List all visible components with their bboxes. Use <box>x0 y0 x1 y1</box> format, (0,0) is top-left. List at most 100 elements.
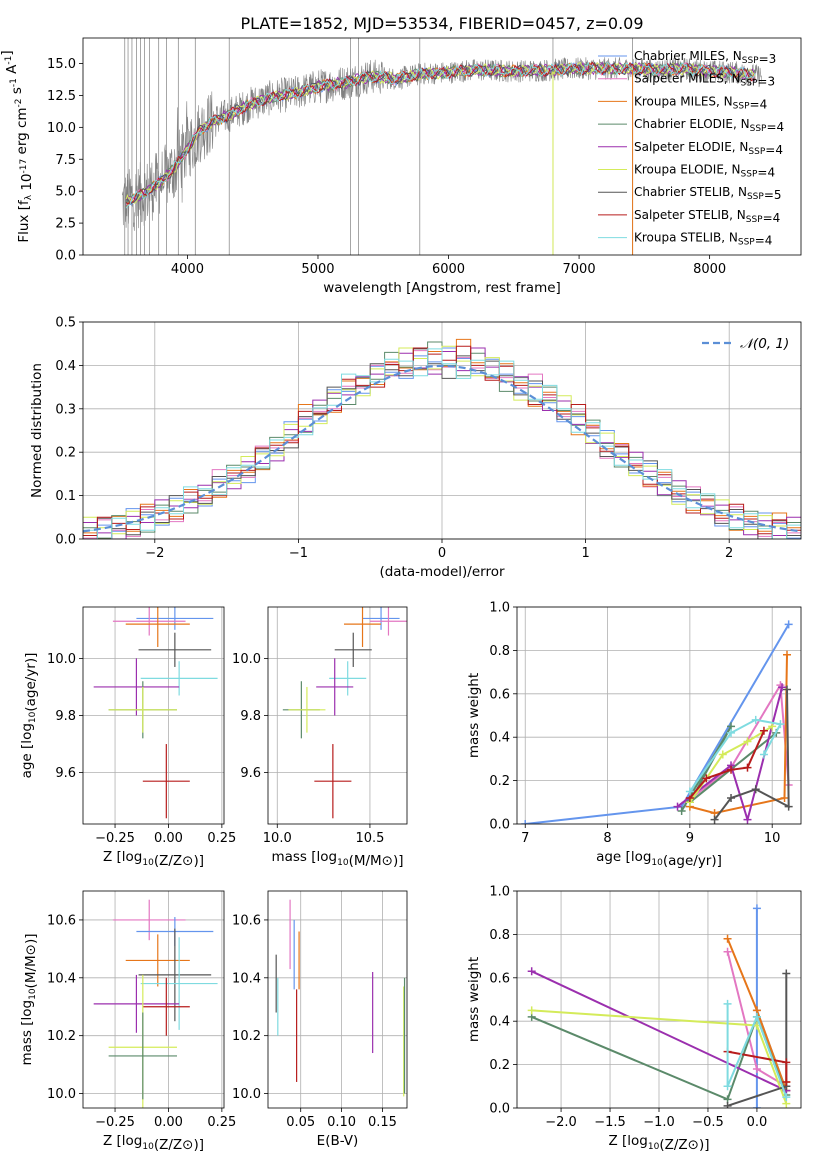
x-tick-label: 1 <box>581 546 589 561</box>
weight-line <box>685 681 790 804</box>
weight-marker <box>723 1082 732 1091</box>
y-tick-label: 5.0 <box>55 185 76 200</box>
y-tick-label: 1.0 <box>489 885 510 900</box>
weight-marker <box>521 820 530 824</box>
plot-area <box>521 620 793 824</box>
weight-marker <box>759 750 768 759</box>
errorbar-point <box>288 686 326 733</box>
weight-marker <box>752 904 761 913</box>
y-tick-label: 10.0 <box>47 1087 76 1102</box>
plot-area <box>83 338 801 539</box>
errorbar-point <box>343 607 382 647</box>
panel-spectrum: 4000 5000 6000 7000 8000 0.0 2.5 5.0 7.5 10.0 12.5… <box>0 37 802 296</box>
errorbar-point <box>140 937 218 1030</box>
panel-mass_vs_Z: −0.25 0.00 0.25 10.0 10.2 10.4 10.6 Z [log10(Z/… <box>19 890 236 1153</box>
y-tick-label: 10.2 <box>47 1029 76 1044</box>
weight-marker <box>782 1058 791 1067</box>
weight-marker <box>710 815 719 824</box>
x-tick-label: 10.5 <box>355 831 384 846</box>
weight-marker <box>782 1077 791 1086</box>
y-tick-label: 0.8 <box>489 928 510 943</box>
model-line <box>125 61 756 202</box>
weight-marker <box>677 806 686 815</box>
legend-entry: Salpeter ELODIE, NSSP=4 <box>634 140 783 157</box>
x-axis-label: wavelength [Angstrom, rest frame] <box>323 280 561 296</box>
y-tick-label: 9.8 <box>55 709 76 724</box>
x-tick-label: 0.05 <box>286 1115 315 1130</box>
weight-marker <box>527 967 536 976</box>
y-tick-label: 9.8 <box>240 709 261 724</box>
panel-weight_vs_age: 7 8 9 10 0.0 0.2 0.4 0.6 0.8 1.0 age [log10(age/yr… <box>466 601 802 869</box>
weight-marker <box>783 650 792 659</box>
y-tick-label: 10.4 <box>47 971 76 986</box>
errorbar-point <box>125 607 190 647</box>
weight-marker <box>776 720 785 729</box>
weight-marker <box>743 815 752 824</box>
plot-area <box>527 904 791 1108</box>
panel-mass_vs_ebv: 0.05 0.10 0.15 10.0 10.2 10.4 10.6 E(B-V) <box>232 890 408 1149</box>
x-axis-label: mass [log10(M/M⊙)] <box>271 849 403 869</box>
x-tick-label: −1.5 <box>594 1115 626 1130</box>
legend: Chabrier MILES, NSSP=3 Salpeter MILES, NS… <box>598 49 784 248</box>
y-tick-label: 10.4 <box>232 971 261 986</box>
x-axis-label: (data-model)/error <box>379 564 505 580</box>
x-tick-label: 10.0 <box>263 831 292 846</box>
x-axis-label: E(B-V) <box>317 1133 359 1149</box>
errorbar-point <box>138 632 212 667</box>
y-tick-label: 0.0 <box>489 818 510 833</box>
x-axis-label: Z [log10(Z/Z⊙)] <box>608 1133 709 1153</box>
weight-marker <box>685 787 694 796</box>
y-tick-label: 0.2 <box>55 446 76 461</box>
y-tick-label: 0.4 <box>489 1015 510 1030</box>
x-tick-label: 9 <box>686 831 694 846</box>
weight-marker <box>778 683 787 692</box>
y-axis-label: Normed distribution <box>29 363 45 498</box>
x-tick-label: 8000 <box>693 262 726 277</box>
y-axis-label: mass [log10(M/M⊙)] <box>19 933 39 1065</box>
errorbar-point <box>93 658 180 716</box>
y-axis-label: age [log10(age/yr)] <box>19 653 39 779</box>
panel-residuals: −2 −1 0 1 2 0.0 0.1 0.2 0.3 0.4 0.5 (data-model)/er… <box>29 316 802 580</box>
plot-area <box>93 607 218 819</box>
errorbar-point <box>112 607 186 636</box>
y-axis-label: mass weight <box>466 673 482 758</box>
x-tick-label: 0.00 <box>154 831 183 846</box>
x-tick-label: −2.0 <box>545 1115 577 1130</box>
x-tick-label: −0.5 <box>692 1115 724 1130</box>
errorbar-point <box>316 658 354 716</box>
x-tick-label: −0.25 <box>95 1115 135 1130</box>
legend-entry: Salpeter MILES, NSSP=3 <box>634 72 775 89</box>
y-tick-label: 9.6 <box>55 766 76 781</box>
y-axis-label: Flux [fλ 10-17 erg cm-2 s-1 A-1] <box>0 50 35 242</box>
x-tick-label: 0.00 <box>154 1115 183 1130</box>
y-tick-label: 10.2 <box>232 1029 261 1044</box>
legend-entry: Kroupa ELODIE, NSSP=4 <box>634 163 775 180</box>
legend-entry: Kroupa STELIB, NSSP=4 <box>634 231 772 248</box>
panel-weight_vs_Z: −2.0 −1.5 −1.0 −0.5 0.0 0.0 0.2 0.4 0.6 0.8 1.0 Z [… <box>466 885 802 1153</box>
x-tick-label: 8 <box>603 831 611 846</box>
weight-line <box>689 654 788 815</box>
weight-marker <box>780 793 789 802</box>
y-tick-label: 0.6 <box>489 971 510 986</box>
panel-age_vs_Z: −0.25 0.00 0.25 9.6 9.8 10.0 Z [log10(Z/Z⊙)] ag… <box>19 606 236 869</box>
y-tick-label: 10.0 <box>47 121 76 136</box>
weight-marker <box>723 1101 732 1108</box>
weight-marker <box>759 726 768 735</box>
axes-frame <box>82 37 802 256</box>
y-tick-label: 0.0 <box>489 1102 510 1117</box>
weight-marker <box>784 620 793 629</box>
axes-frame <box>516 606 802 825</box>
x-tick-label: −1 <box>289 546 308 561</box>
y-tick-label: 0.8 <box>489 644 510 659</box>
x-tick-label: 2 <box>725 546 733 561</box>
legend-entry: Salpeter STELIB, NSSP=4 <box>634 208 780 225</box>
weight-marker <box>752 1064 761 1073</box>
x-tick-label: 5000 <box>301 262 334 277</box>
x-tick-label: 6000 <box>432 262 465 277</box>
legend-entry: 𝒩(0, 1) <box>740 336 789 352</box>
weight-marker <box>723 947 732 956</box>
errorbar-point <box>314 744 352 819</box>
errorbar-point <box>108 686 177 733</box>
errorbar-point <box>142 977 190 1036</box>
